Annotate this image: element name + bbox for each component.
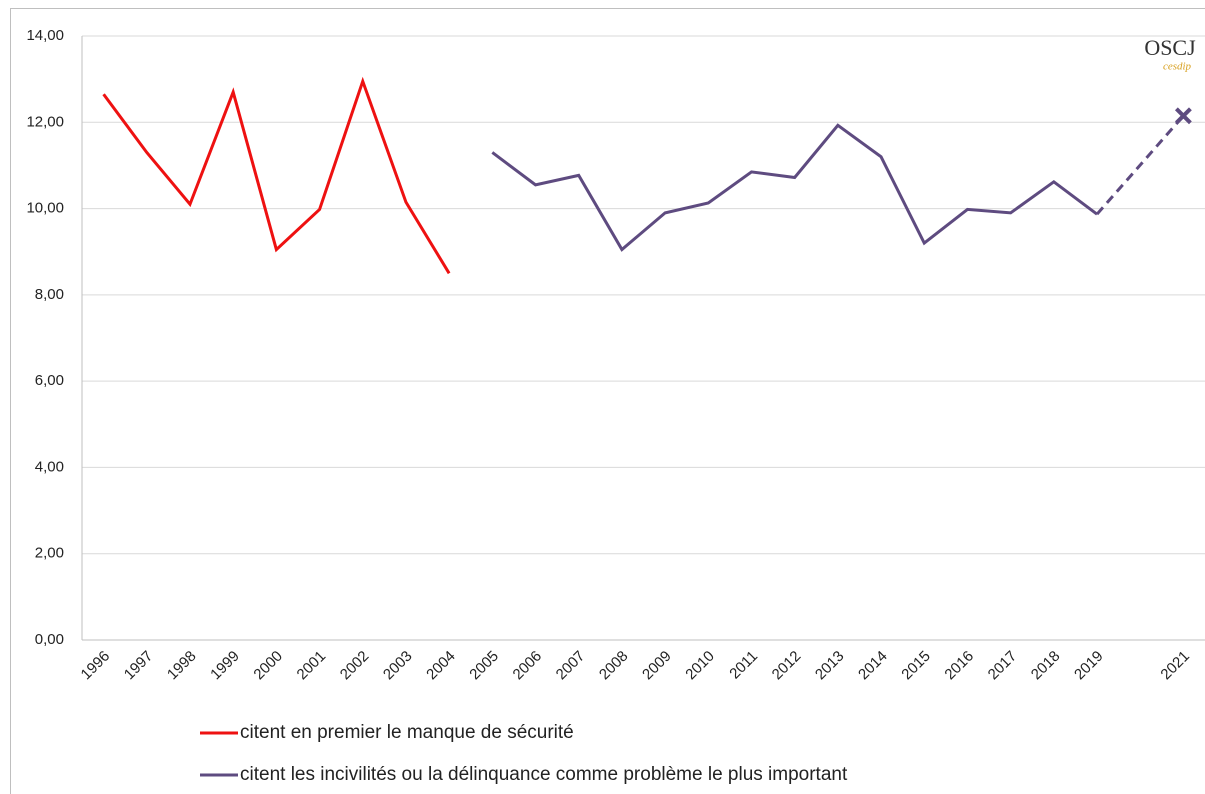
x-tick-label: 2008 bbox=[596, 648, 632, 684]
chart-border bbox=[10, 8, 1205, 794]
x-tick-label: 1999 bbox=[207, 648, 243, 684]
x-tick-label: 2018 bbox=[1028, 648, 1064, 684]
x-tick-label: 2013 bbox=[812, 648, 848, 684]
x-tick-label: 2017 bbox=[985, 648, 1021, 684]
y-tick-label: 12,00 bbox=[26, 113, 64, 130]
y-tick-label: 6,00 bbox=[35, 372, 64, 389]
logo-subtitle: cesdip bbox=[1163, 61, 1192, 73]
x-tick-label: 2016 bbox=[941, 648, 977, 684]
x-tick-label: 2010 bbox=[682, 648, 718, 684]
x-tick-label: 2000 bbox=[250, 648, 286, 684]
x-tick-label: 2011 bbox=[726, 648, 761, 683]
x-tick-label: 2001 bbox=[294, 648, 330, 684]
x-tick-label: 2019 bbox=[1071, 648, 1107, 684]
x-tick-label: 2014 bbox=[855, 648, 891, 684]
x-tick-label: 2015 bbox=[898, 648, 934, 684]
x-tick-label: 2005 bbox=[466, 648, 502, 684]
x-tick-label: 2012 bbox=[769, 648, 805, 684]
x-tick-label: 2009 bbox=[639, 648, 675, 684]
x-tick-label: 2021 bbox=[1157, 648, 1193, 684]
legend-label: citent en premier le manque de sécurité bbox=[240, 722, 574, 743]
y-tick-label: 4,00 bbox=[35, 458, 64, 475]
x-tick-label: 2004 bbox=[423, 648, 459, 684]
x-tick-label: 1997 bbox=[121, 648, 157, 684]
y-tick-label: 0,00 bbox=[35, 631, 64, 648]
x-tick-label: 2002 bbox=[337, 648, 373, 684]
y-tick-label: 14,00 bbox=[26, 27, 64, 44]
y-tick-label: 10,00 bbox=[26, 200, 64, 217]
logo-title: OSCJ bbox=[1144, 35, 1196, 60]
x-tick-label: 2006 bbox=[510, 648, 546, 684]
x-tick-label: 2003 bbox=[380, 648, 416, 684]
x-tick-label: 1996 bbox=[78, 648, 114, 684]
x-tick-label: 2007 bbox=[553, 648, 589, 684]
x-tick-label: 1998 bbox=[164, 648, 200, 684]
series-line bbox=[491, 123, 1098, 252]
gap-connector bbox=[1095, 114, 1185, 216]
y-tick-label: 8,00 bbox=[35, 286, 64, 303]
legend-label: citent les incivilités ou la délinquance… bbox=[240, 764, 848, 785]
y-tick-label: 2,00 bbox=[35, 545, 64, 562]
series-line bbox=[102, 76, 451, 275]
